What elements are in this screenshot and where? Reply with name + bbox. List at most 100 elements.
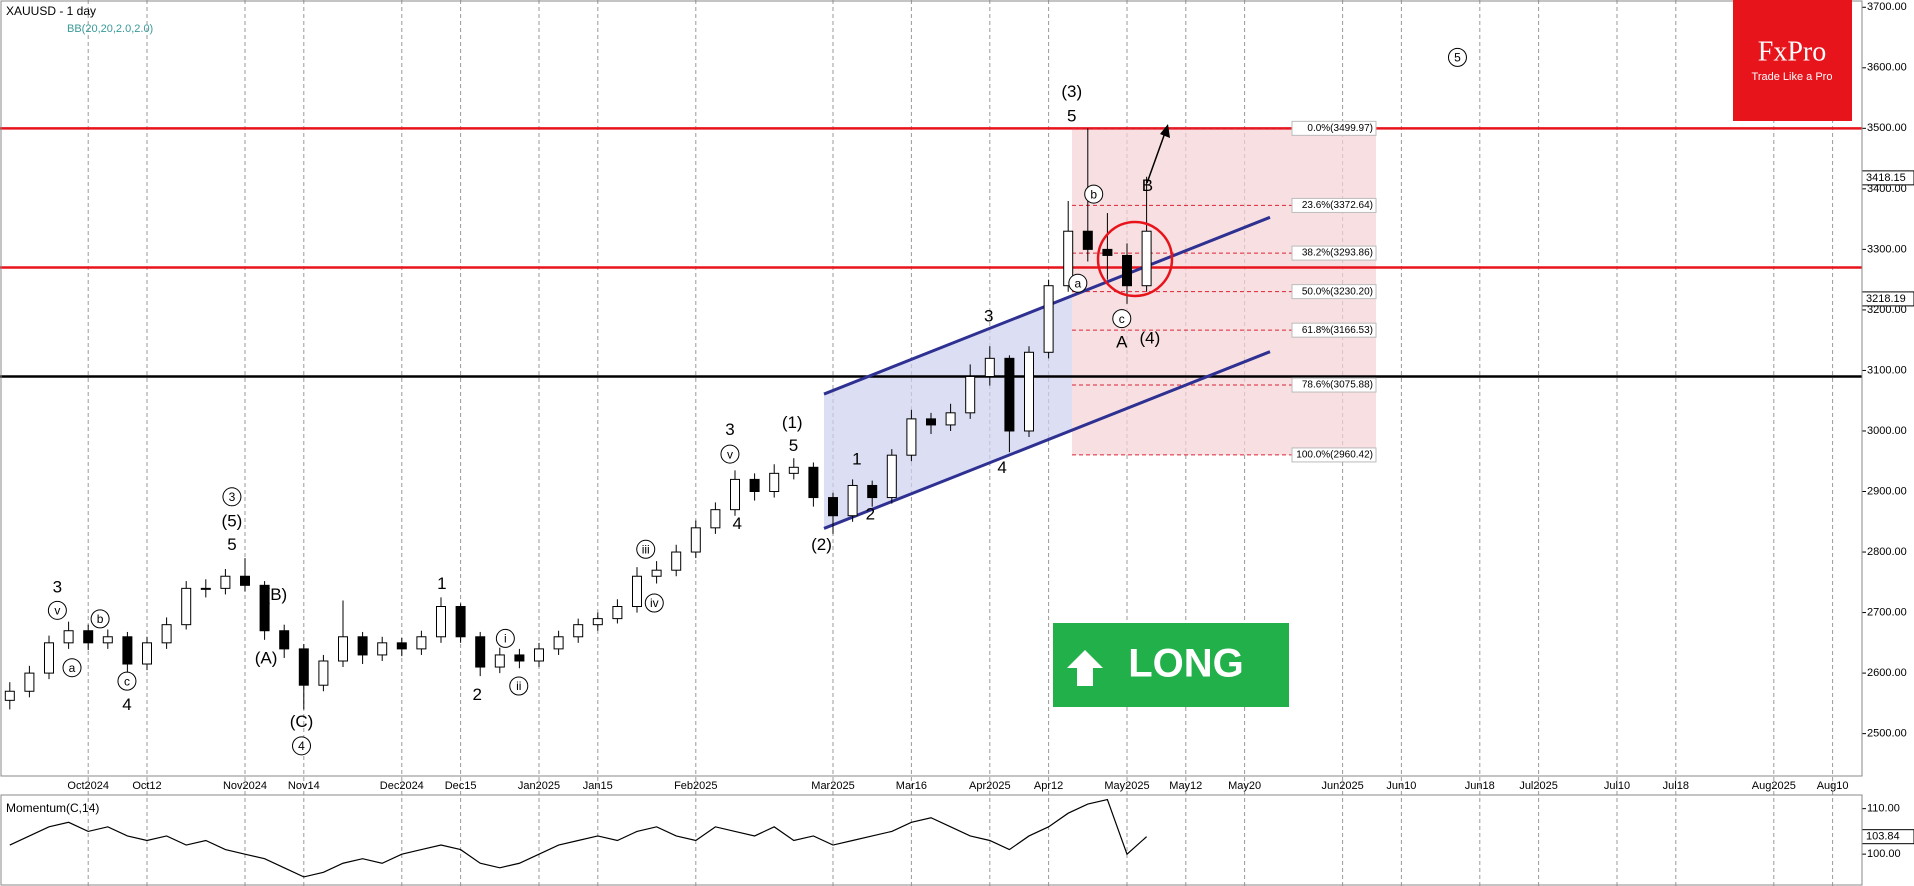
candle-body <box>1004 357 1015 432</box>
candle-body <box>338 636 348 662</box>
candle-body <box>984 357 995 377</box>
wave-label: (4) <box>1139 329 1160 348</box>
candle-body <box>1063 230 1074 287</box>
fib-label-box <box>1291 120 1377 136</box>
wave-label: a <box>1075 276 1082 290</box>
candle-body <box>220 575 231 589</box>
fib-label: 78.6%(3075.88) <box>1302 380 1373 391</box>
x-tick-label: Oct2024 <box>67 780 109 792</box>
wave-label: 5 <box>227 535 236 554</box>
x-tick-label: Jun2025 <box>1321 780 1363 792</box>
wave-label: iv <box>650 596 659 610</box>
wave-label: v <box>54 604 60 618</box>
fib-label-box <box>1291 197 1377 213</box>
y-tick-label: 3700.00 <box>1867 1 1907 13</box>
wave-circle <box>222 487 242 507</box>
fib-label: 50.0%(3230.20) <box>1302 286 1373 297</box>
wave-label: 3 <box>984 307 993 326</box>
wave-label: c <box>124 674 130 688</box>
y-tick-label: 100.00 <box>1867 848 1901 860</box>
y-tick-label: 3400.00 <box>1867 183 1907 195</box>
y-tick-label: 2800.00 <box>1867 546 1907 558</box>
wave-circle <box>720 444 740 464</box>
y-tick-label: 3500.00 <box>1867 122 1907 134</box>
x-tick-label: Oct12 <box>132 780 161 792</box>
wave-circle <box>117 671 137 691</box>
wave-label: 5 <box>1454 51 1461 65</box>
y-tick-label: 2500.00 <box>1867 728 1907 740</box>
wave-circle <box>47 600 67 620</box>
wave-label: 4 <box>298 739 305 753</box>
fib-label: 100.0%(2960.42) <box>1296 450 1373 461</box>
candle-body <box>24 672 35 692</box>
wave-label: 4 <box>997 458 1006 477</box>
candle-body <box>671 551 682 571</box>
wave-label: 2 <box>866 504 875 523</box>
channel-fill <box>824 295 1072 529</box>
wave-label: (A) <box>255 648 278 667</box>
wave-label: b <box>1090 187 1097 201</box>
y-tick-label: 2900.00 <box>1867 485 1907 497</box>
wave-circle <box>1112 309 1132 329</box>
candle-body <box>436 606 446 638</box>
candle-body <box>4 690 15 701</box>
wave-label: (5) <box>222 512 243 531</box>
wave-circle <box>644 593 664 613</box>
x-tick-label: Mar2025 <box>811 780 854 792</box>
candle-body <box>44 642 54 674</box>
wave-circle <box>495 628 515 648</box>
candle-body <box>1102 248 1113 256</box>
wave-label: (3) <box>1061 82 1082 101</box>
x-tick-label: Feb2025 <box>674 780 717 792</box>
wave-label: b <box>97 612 104 626</box>
wave-circle <box>1068 273 1088 293</box>
candle-body <box>867 484 878 499</box>
wave-circle <box>62 658 82 678</box>
candle-body <box>122 636 133 665</box>
candle-body <box>1141 230 1152 287</box>
channel-line <box>823 350 1271 530</box>
wave-label: 4 <box>733 514 742 533</box>
candle-body <box>847 484 858 517</box>
wave-label: 3 <box>725 420 734 439</box>
wave-label: ii <box>516 679 521 693</box>
x-tick-label: Apr12 <box>1034 780 1063 792</box>
wave-circle <box>509 676 529 696</box>
x-tick-label: Jul10 <box>1604 780 1630 792</box>
x-tick-label: Apr2025 <box>969 780 1011 792</box>
candle-body <box>357 636 368 656</box>
x-tick-label: Aug10 <box>1817 780 1849 792</box>
candle-body <box>1043 285 1054 353</box>
candle-body <box>632 575 642 608</box>
wave-label: 5 <box>789 436 798 455</box>
wave-circle <box>1447 47 1467 67</box>
candle-body <box>416 636 427 650</box>
candle-body <box>730 478 740 511</box>
y-tick-label: 110.00 <box>1867 803 1900 815</box>
x-tick-label: Dec15 <box>445 780 477 792</box>
candle-body <box>279 630 290 650</box>
x-tick-label: Aug2025 <box>1752 780 1796 792</box>
fib-label: 0.0%(3499.97) <box>1307 123 1373 134</box>
y-tick-label: 3600.00 <box>1867 62 1907 74</box>
candle-body <box>690 527 701 553</box>
candle-body <box>181 587 192 626</box>
momentum-title: Momentum(C,14) <box>6 801 99 815</box>
x-tick-label: Mar16 <box>896 780 927 792</box>
candle-body <box>259 584 270 632</box>
candle-body <box>102 636 113 644</box>
candle-body <box>592 618 603 626</box>
wave-circle <box>636 539 656 559</box>
x-tick-label: Dec2024 <box>380 780 424 792</box>
logo-name: FxPro <box>1758 36 1826 67</box>
candle-body <box>1122 254 1132 287</box>
wave-label: 1 <box>852 449 861 468</box>
signal-arrow <box>1067 650 1103 686</box>
wave-label: (B) <box>265 585 288 604</box>
candle-body <box>651 569 662 577</box>
fib-label-box <box>1291 322 1377 338</box>
background-layer <box>0 0 1862 886</box>
price-mark-label: 3218.19 <box>1866 293 1906 305</box>
signal-label: LONG <box>1128 642 1244 686</box>
x-tick-label: Nov14 <box>288 780 320 792</box>
